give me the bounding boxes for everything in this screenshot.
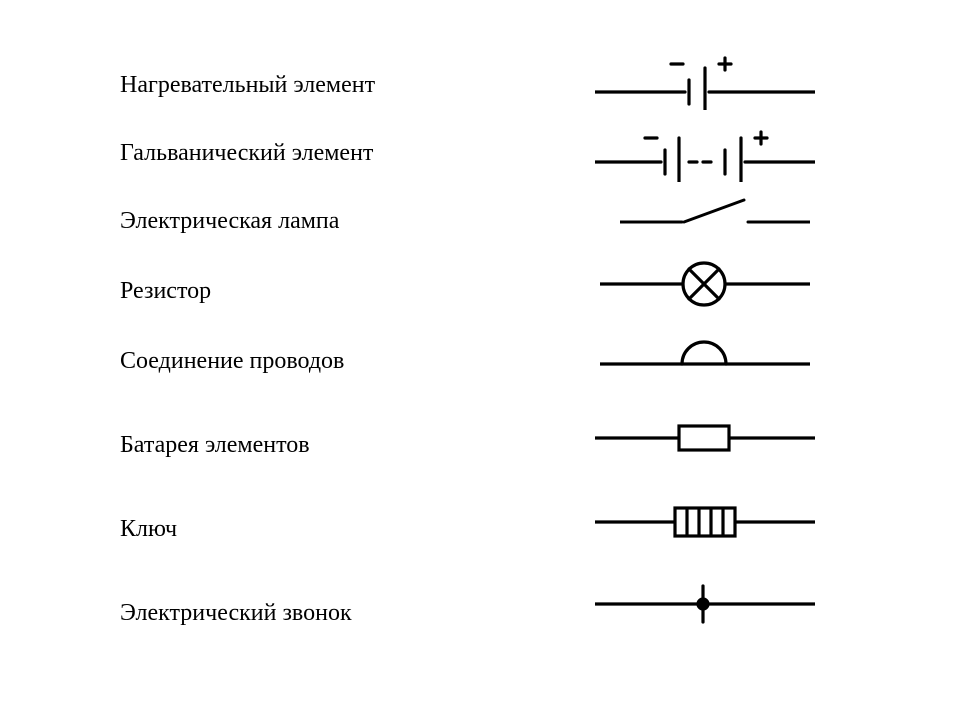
label-electric-lamp: Электрическая лампа: [120, 208, 339, 235]
label-galvanic-element: Гальванический элемент: [120, 140, 373, 167]
heater-icon: [595, 494, 815, 544]
label-wire-connection: Соединение проводов: [120, 348, 344, 375]
label-resistor: Резистор: [120, 278, 211, 305]
label-battery: Батарея элементов: [120, 432, 310, 459]
label-switch: Ключ: [120, 516, 177, 543]
cell-single-icon: [595, 50, 815, 110]
label-heating-element: Нагревательный элемент: [120, 72, 375, 99]
switch-open-icon: [620, 192, 810, 232]
junction-icon: [595, 578, 815, 628]
battery-icon: [595, 118, 815, 182]
diagram-page: Нагревательный элемент Гальванический эл…: [0, 0, 960, 720]
lamp-icon: [600, 250, 810, 310]
resistor-icon: [595, 410, 815, 460]
label-electric-bell: Электрический звонок: [120, 600, 352, 627]
bell-icon: [600, 320, 810, 380]
